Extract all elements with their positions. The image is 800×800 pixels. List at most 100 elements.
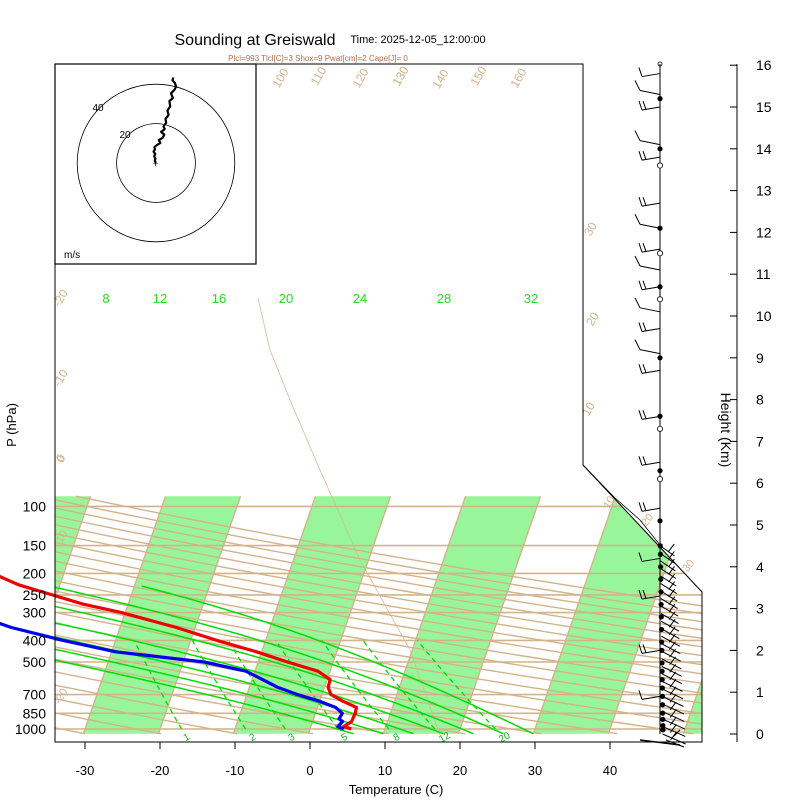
- temperature-band: [83, 496, 241, 734]
- wind-barb: [659, 545, 675, 557]
- wind-barbs-column: [582, 61, 686, 748]
- wind-barb-feather: [638, 644, 643, 654]
- wind-level-marker: [658, 601, 664, 608]
- profiles: [0, 574, 359, 731]
- isotherm-line: [0, 496, 16, 734]
- temperature-band: [683, 496, 702, 734]
- wind-barb-feather: [667, 543, 675, 553]
- moist-adiabat-line: [55, 585, 414, 735]
- wind-barb-feather: [638, 552, 643, 562]
- dry-adiabat-label: 110: [308, 64, 330, 88]
- wind-level-marker: [658, 626, 665, 633]
- wind-barb-feather: [638, 364, 643, 374]
- moist-adiabat-line: [141, 585, 534, 735]
- isotherm-line: [532, 495, 617, 734]
- wind-barb-feather: [638, 100, 643, 111]
- wind-barb-feather: [638, 242, 643, 253]
- dry-adiabat-label: 140: [429, 67, 451, 92]
- wind-barb-feather: [642, 242, 647, 252]
- wind-barb: [639, 349, 661, 355]
- wind-barb: [641, 595, 661, 600]
- dry-adiabat-label: 100: [269, 66, 291, 91]
- pressure-tick-label: 850: [23, 705, 47, 721]
- wind-barb-feather: [642, 644, 647, 653]
- moist-adiabat-line: [55, 585, 504, 735]
- dry-adiabat-line: [55, 495, 238, 735]
- wind-level-marker: [657, 518, 663, 524]
- wind-barb: [660, 553, 676, 564]
- hodograph-ring: [116, 123, 196, 203]
- wind-barb: [662, 733, 686, 745]
- wind-barb-feather: [634, 297, 641, 309]
- wind-level-marker: [657, 468, 663, 474]
- wind-barb: [641, 202, 661, 207]
- wind-barb: [661, 695, 684, 707]
- wind-barb-feather: [634, 255, 641, 267]
- x-tick-label: 20: [453, 763, 467, 778]
- wind-barb-feather: [634, 130, 641, 141]
- wind-barb-feather: [638, 196, 643, 207]
- pressure-tick-label: 300: [23, 605, 47, 621]
- wind-barb-feather: [634, 80, 641, 91]
- x-tick-label: 0: [306, 763, 313, 778]
- mixing-ratio-line: [321, 640, 390, 730]
- wind-barb: [639, 265, 661, 271]
- wind-level-marker: [657, 146, 663, 152]
- wind-barb: [639, 89, 661, 95]
- pressure-tick-label: 500: [23, 654, 47, 670]
- wind-level-marker: [657, 551, 664, 557]
- indices-label: Plcl=993 Tlcl[C]=3 Shox=9 Pwat[cm]=2 Cap…: [228, 54, 408, 63]
- wind-barb-feather: [668, 558, 675, 568]
- isotherm-line: [682, 495, 702, 734]
- dry-adiabat-line: [55, 495, 162, 735]
- wind-barb: [661, 658, 682, 670]
- wind-barb-feather: [669, 716, 677, 726]
- pressure-tick-label: 700: [23, 687, 47, 703]
- mixing-ratio-label: 1: [182, 731, 193, 744]
- wind-barb-feather: [642, 410, 647, 419]
- x-tick-label: -30: [76, 763, 95, 778]
- wind-level-marker: [657, 225, 663, 231]
- mixing-ratio-line: [362, 640, 436, 730]
- dry-adiabat-line: [55, 495, 466, 735]
- dry-adiabat-label: 150: [467, 64, 489, 89]
- wind-level-marker: [659, 702, 666, 708]
- height-tick-label: 10: [756, 308, 772, 324]
- height-tick-label: 0: [756, 726, 764, 742]
- wind-level-marker: [657, 355, 663, 361]
- hodograph-ring: [76, 83, 236, 243]
- mixing-ratio-line: [227, 640, 286, 730]
- height-tick-label: 11: [756, 266, 771, 282]
- height-tick-label: 13: [756, 183, 772, 199]
- temperature-bands: [55, 496, 702, 734]
- dry-adiabat-line: [55, 495, 702, 735]
- wind-level-marker: [660, 727, 666, 733]
- mixing-ratio-line: [416, 639, 496, 730]
- moist-adiabat-label: 16: [212, 291, 226, 306]
- wind-level-marker: [658, 576, 664, 582]
- wind-barb: [660, 560, 676, 572]
- dry-adiabat-line: [55, 495, 702, 735]
- dry-adiabat-line: [55, 495, 314, 735]
- wind-barb-feather: [642, 196, 647, 206]
- dry-adiabat-line: [55, 495, 702, 735]
- temperature-profile: [0, 574, 359, 731]
- hodograph-origin: +: [153, 159, 158, 169]
- wind-barb-feather: [669, 701, 677, 711]
- dry-adiabat-label: 10: [579, 399, 598, 418]
- mixing-ratio-line: [133, 640, 183, 730]
- isotherm-line: [157, 495, 242, 734]
- wind-barb-feather: [642, 100, 647, 110]
- wind-barb: [660, 575, 677, 587]
- wind-barb: [641, 106, 661, 111]
- wind-barb-feather: [638, 690, 643, 700]
- y-axis-label: P (hPa): [4, 403, 19, 447]
- dry-adiabat-label: 130: [389, 64, 411, 89]
- band-label: 0: [55, 454, 68, 465]
- mixing-ratio-label: 8: [392, 731, 403, 744]
- axes: -30 -20 -10 0 10 20 30 401001502002503004005007…: [15, 57, 772, 778]
- hodograph-box: [54, 63, 257, 265]
- wind-barb: [661, 643, 681, 655]
- parcel-trace: [257, 297, 441, 736]
